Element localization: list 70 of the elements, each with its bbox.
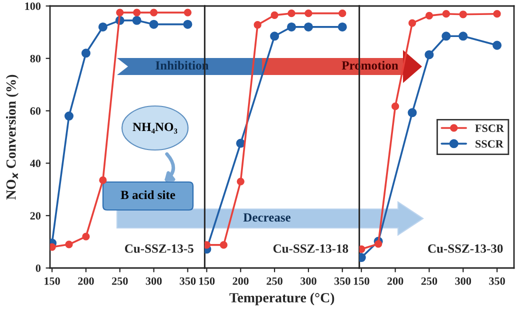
point <box>374 240 382 248</box>
point <box>236 178 244 186</box>
point <box>408 108 417 118</box>
y-tick-label: 20 <box>30 212 41 220</box>
annotation: B acid site <box>120 190 176 200</box>
x-tick-label: 350 <box>489 277 505 285</box>
x-tick-label: 250 <box>112 277 128 285</box>
point <box>64 112 74 121</box>
annotation: NH₄NO₃ <box>132 122 178 134</box>
point <box>65 240 73 248</box>
annotation: Cu-SSZ-13-30 <box>428 244 503 253</box>
annotation: Cu-SSZ-13-18 <box>273 244 348 253</box>
point <box>236 138 246 148</box>
point <box>391 102 400 110</box>
point <box>425 12 434 20</box>
point <box>304 10 312 18</box>
legend-label: SSCR <box>476 140 504 148</box>
y-tick-label: 100 <box>25 2 41 10</box>
x-axis-title: Temperature (°C) <box>229 292 334 306</box>
x-tick-label: 350 <box>334 277 350 285</box>
point <box>220 241 228 249</box>
point <box>424 50 434 60</box>
y-axis-title: NO$_{x}$ Conversion (%) <box>6 74 19 200</box>
y-tick-label: 80 <box>30 54 41 62</box>
point <box>492 40 502 50</box>
point <box>459 10 467 18</box>
point <box>254 21 262 29</box>
point <box>493 10 501 18</box>
point <box>442 32 451 41</box>
y-tick-label: 40 <box>30 160 41 168</box>
point <box>133 8 141 16</box>
point <box>408 19 416 27</box>
point <box>270 32 280 41</box>
legend-label: FSCR <box>475 124 504 132</box>
x-tick-label: 300 <box>300 277 316 285</box>
y-tick-label: 60 <box>30 107 41 115</box>
point <box>359 245 366 253</box>
point <box>132 16 142 25</box>
point <box>304 22 313 32</box>
x-tick-label: 250 <box>266 277 282 285</box>
point <box>458 32 468 41</box>
point <box>99 176 107 184</box>
point <box>442 10 450 18</box>
point <box>338 22 347 32</box>
x-tick-label: 200 <box>78 277 94 285</box>
x-tick-label: 300 <box>146 277 162 285</box>
x-tick-label: 150 <box>199 277 215 285</box>
point <box>116 8 124 16</box>
point <box>270 11 278 19</box>
x-tick-label: 300 <box>455 277 472 285</box>
point <box>98 22 108 32</box>
point <box>204 241 211 249</box>
point <box>150 8 158 16</box>
point <box>183 20 192 29</box>
x-tick-label: 150 <box>44 277 60 285</box>
x-tick-label: 250 <box>421 277 438 285</box>
point <box>81 48 90 58</box>
point <box>288 10 296 18</box>
x-tick-label: 200 <box>232 277 249 285</box>
x-tick-label: 200 <box>387 277 404 285</box>
point <box>82 232 90 240</box>
point <box>149 20 158 29</box>
x-tick-label: 350 <box>180 277 196 285</box>
x-tick-label: 150 <box>354 277 370 285</box>
point <box>338 10 346 18</box>
point <box>286 22 296 32</box>
annotation: Decrease <box>243 213 291 222</box>
annotation: Cu-SSZ-13-5 <box>124 244 194 253</box>
y-tick-label: 0 <box>36 264 41 272</box>
point <box>184 8 192 16</box>
